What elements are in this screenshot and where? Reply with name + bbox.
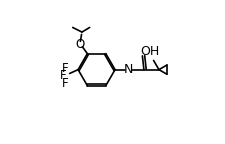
Text: N: N <box>123 63 132 76</box>
Text: OH: OH <box>140 45 159 58</box>
Text: F: F <box>60 69 66 82</box>
Text: O: O <box>75 38 85 51</box>
Text: F: F <box>61 77 68 90</box>
Text: F: F <box>61 62 68 75</box>
